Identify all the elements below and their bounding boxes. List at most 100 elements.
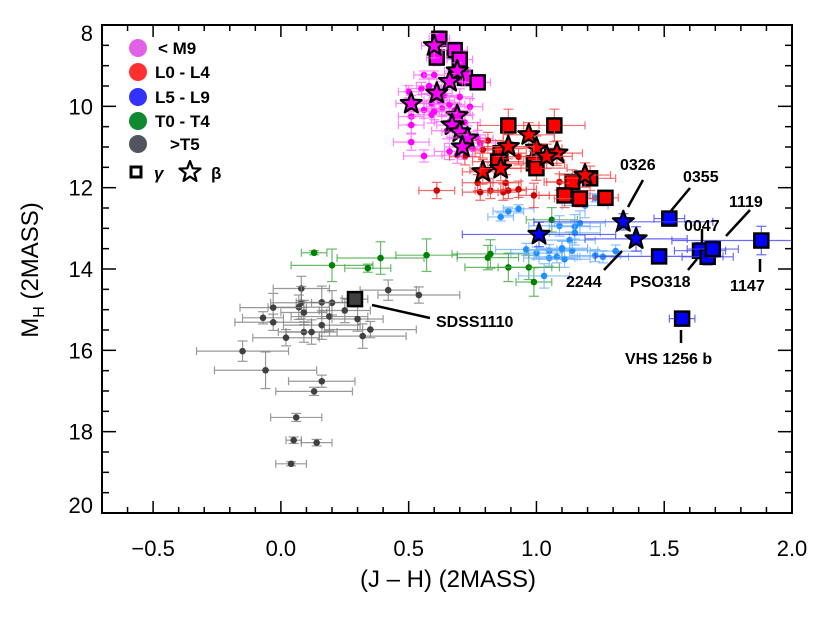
data-point	[456, 93, 464, 101]
annotation-leader-line	[725, 209, 751, 237]
y-axis-title-sub: H	[31, 306, 48, 318]
data-point	[423, 251, 430, 259]
data-point-star	[399, 91, 423, 114]
annotation-label: 0326	[620, 157, 656, 174]
data-point	[407, 138, 415, 146]
data-point	[359, 332, 366, 340]
legend-label: < M9	[158, 39, 196, 58]
data-point	[433, 187, 441, 194]
data-point	[239, 347, 246, 355]
legend-gamma-label: γ	[154, 164, 165, 183]
data-point	[326, 313, 333, 320]
x-tick-label: 1.5	[649, 536, 680, 561]
x-axis-title: (J – H) (2MASS)	[360, 566, 536, 593]
data-point-star	[573, 163, 597, 186]
legend-star-marker	[178, 159, 202, 182]
data-point	[530, 192, 538, 199]
data-point	[497, 213, 504, 221]
data-point-square	[469, 74, 486, 91]
series-t5-field	[195, 275, 461, 468]
annotation-leader-line	[669, 187, 691, 213]
annotation-label: 1119	[729, 194, 763, 211]
data-point-star	[611, 209, 635, 232]
data-point-square	[556, 187, 573, 204]
y-tick-label: 18	[69, 420, 93, 445]
series-l5-l9-field	[487, 192, 642, 289]
y-tick-label: 12	[69, 176, 93, 201]
annotation-leader-line	[687, 258, 698, 271]
data-point	[262, 366, 269, 374]
legend-marker	[129, 112, 147, 130]
data-point	[300, 309, 308, 316]
data-point-square	[546, 117, 563, 134]
data-point	[556, 222, 563, 230]
legend-label: T0 - T4	[155, 112, 210, 131]
data-point-star	[517, 122, 541, 145]
data-point-square	[571, 190, 589, 207]
data-point	[290, 436, 297, 444]
y-axis-title: MH (2MASS)	[17, 202, 48, 338]
y-axis-title-main: M	[17, 318, 44, 338]
data-point	[364, 264, 372, 272]
series-l5-l9-beta	[461, 209, 714, 252]
y-tick-label: 16	[69, 338, 93, 363]
data-point	[476, 188, 484, 196]
annotation-label: 2244	[566, 274, 602, 291]
legend-label: L5 - L9	[155, 88, 210, 107]
data-point	[292, 414, 300, 421]
data-point	[515, 153, 522, 161]
annotations: 0326 0355 1119 0047 2244 PSO318 1147 SDSS1110 VH…	[371, 157, 765, 368]
data-point	[420, 106, 428, 114]
series-t0-t4-field	[290, 206, 578, 297]
data-point-square	[661, 210, 678, 227]
data-point-square	[673, 310, 691, 327]
data-point-star	[535, 144, 559, 167]
data-point	[318, 377, 326, 385]
data-point	[420, 152, 428, 160]
x-tick-labels: −0.5 0.0 0.5 1.0 1.5 2.0	[131, 536, 807, 561]
data-point	[561, 255, 568, 263]
y-tick-label: 8	[81, 21, 93, 46]
data-point	[418, 85, 425, 92]
data-point	[612, 247, 619, 255]
annotation-label: 1147	[730, 278, 765, 295]
data-point	[446, 101, 453, 109]
legend-marker	[129, 39, 147, 57]
data-point-star	[450, 134, 474, 157]
legend-beta-label: β	[211, 164, 221, 183]
data-point-square	[704, 240, 722, 258]
x-tick-label: 1.0	[521, 536, 552, 561]
data-point	[522, 246, 530, 253]
data-point	[415, 291, 423, 299]
data-point-square	[650, 248, 668, 265]
data-point	[525, 264, 533, 271]
data-point-star	[445, 58, 469, 81]
data-point	[515, 185, 522, 193]
annotation-leader-line	[371, 303, 431, 320]
series-l0-l4-beta	[461, 121, 612, 188]
legend-marker	[129, 63, 147, 81]
data-point	[571, 229, 579, 237]
data-point-square	[753, 232, 770, 249]
y-tick-label: 14	[69, 257, 93, 282]
data-point-star	[527, 222, 551, 245]
data-point	[377, 254, 384, 262]
legend-label: L0 - L4	[155, 63, 210, 82]
y-tick-labels: 8 10 12 14 16 18 20	[69, 21, 93, 518]
data-point	[310, 388, 318, 395]
data-point	[540, 272, 548, 280]
data-point	[430, 71, 438, 79]
data-point	[308, 328, 315, 336]
annotation-label: VHS 1256 b	[625, 351, 712, 368]
data-point	[313, 439, 320, 446]
data-point	[545, 254, 553, 262]
series--m9-beta	[395, 32, 486, 160]
data-point-star	[624, 226, 648, 249]
data-point	[430, 108, 438, 115]
data-point	[553, 253, 561, 261]
data-point-star	[496, 134, 520, 157]
data-point	[530, 278, 538, 286]
annotation-label: 0047	[684, 218, 720, 235]
data-point	[446, 148, 453, 155]
